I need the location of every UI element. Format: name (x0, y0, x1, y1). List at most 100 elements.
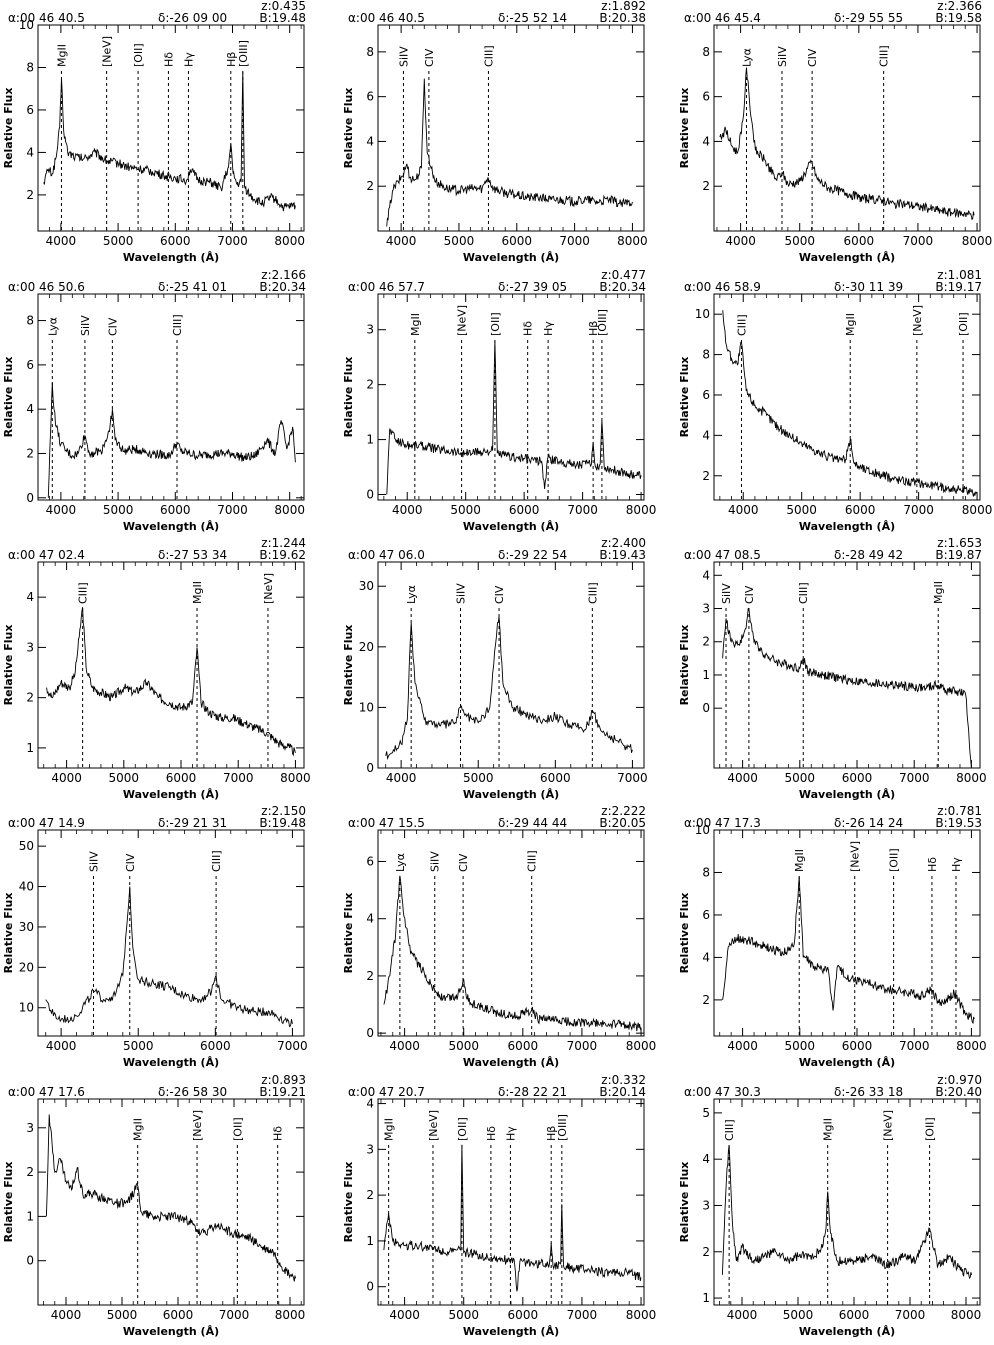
y-tick-label: 2 (366, 969, 374, 983)
x-tick-label: 7000 (903, 503, 934, 517)
x-tick-label: 7000 (217, 234, 248, 248)
x-tick-label: 7000 (217, 503, 248, 517)
plot-frame (377, 24, 645, 232)
y-tick-label: 10 (359, 700, 374, 714)
x-axis-label: Wavelength (Å) (463, 251, 559, 264)
emission-line-label: MgII (844, 313, 857, 336)
ra-label: α:00 46 57.7 (348, 280, 425, 294)
plot-frame (713, 293, 981, 501)
plot-frame (713, 561, 981, 769)
y-axis-label: Relative Flux (678, 625, 691, 706)
y-axis-label: Relative Flux (342, 357, 355, 438)
x-tick-label: 5000 (463, 771, 494, 785)
spectrum-panel: z:2.150 α:00 47 14.9 δ:-29 21 31 B:19.48 400… (2, 804, 308, 1069)
ra-label: α:00 47 17.3 (684, 816, 761, 830)
ra-label: α:00 47 02.4 (8, 548, 85, 562)
emission-line-label: SiIV (454, 583, 467, 604)
emission-line-label: [NeV] (456, 305, 469, 336)
y-tick-label: 6 (26, 103, 34, 117)
bmag-label: B:20.14 (599, 1085, 646, 1099)
emission-line-label: [OII] (888, 848, 901, 872)
emission-line-label: MgII (191, 581, 204, 604)
y-tick-label: 8 (702, 45, 710, 59)
spectrum-line (43, 71, 296, 212)
x-tick-label: 4000 (386, 771, 417, 785)
emission-line-label: SiIV (429, 851, 442, 872)
x-tick-label: 6000 (160, 234, 191, 248)
redshift-label: z:1.653 (937, 536, 982, 550)
x-tick-label: 6000 (200, 1039, 231, 1053)
x-tick-label: 6000 (163, 1308, 194, 1322)
y-tick-label: 5 (702, 1106, 710, 1120)
dec-label: δ:-25 52 14 (498, 11, 567, 25)
dec-label: δ:-30 11 39 (834, 280, 903, 294)
emission-line-label: CIV (743, 585, 756, 604)
x-axis-label: Wavelength (Å) (463, 1325, 559, 1338)
x-tick-label: 7000 (617, 771, 648, 785)
y-tick-label: 1 (366, 433, 374, 447)
x-tick-label: 8000 (274, 234, 305, 248)
dec-label: δ:-29 55 55 (834, 11, 903, 25)
y-tick-label: 0 (26, 491, 34, 505)
dec-label: δ:-27 53 34 (158, 548, 227, 562)
y-tick-label: 6 (702, 388, 710, 402)
emission-line-label: CIV (423, 48, 436, 67)
dec-label: δ:-25 41 01 (158, 280, 227, 294)
x-tick-label: 7000 (567, 1308, 598, 1322)
bmag-label: B:20.34 (259, 280, 306, 294)
y-axis-label: Relative Flux (678, 357, 691, 438)
emission-line-label: [OII] (456, 1117, 469, 1141)
spectrum-line (386, 340, 642, 495)
x-tick-label: 4000 (389, 1039, 420, 1053)
x-tick-label: 5000 (109, 771, 140, 785)
y-tick-label: 10 (695, 823, 710, 837)
x-tick-label: 5000 (103, 503, 134, 517)
emission-line-label: Hγ (182, 52, 195, 67)
spectrum-line (45, 1114, 297, 1282)
x-tick-label: 5000 (786, 503, 817, 517)
ra-label: α:00 46 50.6 (8, 280, 85, 294)
emission-line-label: CIV (124, 853, 137, 872)
y-tick-label: 6 (366, 90, 374, 104)
y-tick-label: 4 (366, 134, 374, 148)
spectrum-line (385, 616, 633, 761)
ra-label: α:00 46 45.4 (684, 11, 761, 25)
emission-line-label: CIII] (77, 582, 90, 604)
x-tick-label: 8000 (274, 503, 305, 517)
emission-line-label: SiIV (776, 46, 789, 67)
emission-line-label: SiIV (397, 46, 410, 67)
bmag-label: B:19.53 (935, 816, 982, 830)
y-tick-label: 2 (366, 179, 374, 193)
bmag-label: B:20.05 (599, 816, 646, 830)
emission-line-label: SiIV (79, 315, 92, 336)
spectrum-panel: z:2.366 α:00 46 45.4 δ:-29 55 55 B:19.58 400… (678, 0, 992, 264)
spectrum-panel: z:1.653 α:00 47 08.5 δ:-28 49 42 B:19.87 400… (678, 536, 987, 801)
spectrum-panel: z:0.893 α:00 47 17.6 δ:-26 58 30 B:19.21 400… (2, 1073, 306, 1338)
y-tick-label: 0 (702, 701, 710, 715)
y-tick-label: 2 (26, 446, 34, 460)
emission-line-label: [NeV] (191, 1110, 204, 1141)
dec-label: δ:-29 21 31 (158, 816, 227, 830)
emission-line-label: Hβ (545, 1126, 558, 1141)
x-axis-label: Wavelength (Å) (799, 520, 895, 533)
emission-line-label: Hγ (950, 857, 963, 872)
y-tick-label: 3 (26, 640, 34, 654)
ra-label: α:00 47 08.5 (684, 548, 761, 562)
spectrum-line (383, 1144, 642, 1292)
y-tick-label: 4 (26, 402, 34, 416)
x-tick-label: 6000 (166, 771, 197, 785)
ra-label: α:00 47 30.3 (684, 1085, 761, 1099)
emission-line-label: Lyα (405, 585, 418, 604)
emission-line-label: CIV (493, 585, 506, 604)
x-tick-label: 8000 (617, 234, 648, 248)
emission-line-label: CIII] (735, 314, 748, 336)
y-tick-label: 3 (26, 1121, 34, 1135)
x-tick-label: 5000 (783, 1308, 814, 1322)
x-tick-label: 4000 (46, 234, 77, 248)
plot-frame (713, 1098, 981, 1306)
y-tick-label: 0 (26, 1254, 34, 1268)
dec-label: δ:-26 58 30 (158, 1085, 227, 1099)
y-axis-label: Relative Flux (342, 1162, 355, 1243)
x-tick-label: 4000 (728, 503, 759, 517)
y-tick-label: 10 (19, 18, 34, 32)
